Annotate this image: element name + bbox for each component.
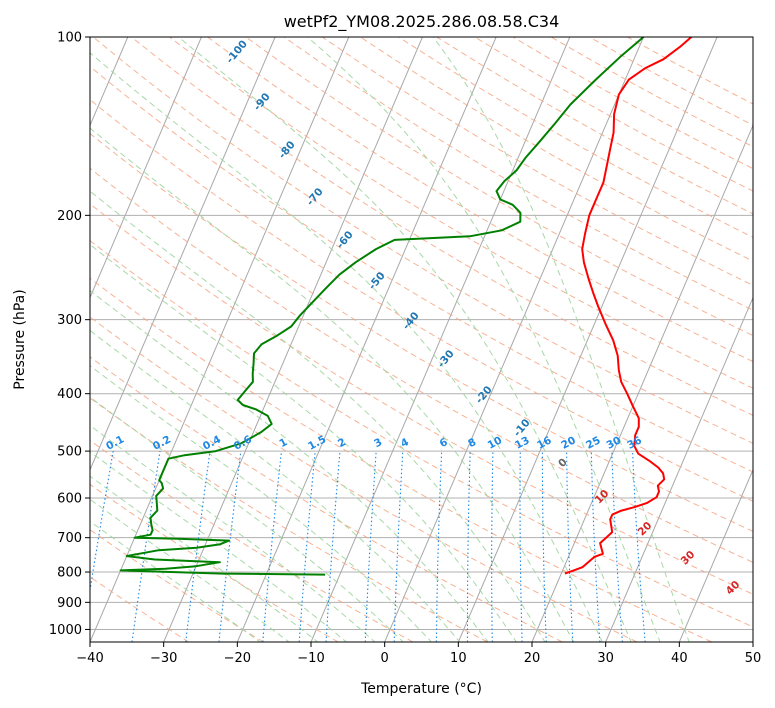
dry-adiabat-lines — [90, 37, 753, 642]
dewpoint-profile-line — [119, 37, 645, 576]
x-tick-label: −20 — [224, 651, 251, 666]
profile-lines — [119, 37, 693, 576]
moist-adiabat-line — [90, 289, 489, 642]
moist-adiabat-line — [90, 365, 433, 642]
dry-adiabat-line — [90, 529, 264, 642]
dry-adiabat-line — [131, 37, 753, 416]
y-axis-title: Pressure (hPa) — [12, 289, 28, 389]
y-tick-label: 400 — [57, 387, 82, 402]
moist-adiabat-line — [307, 37, 661, 642]
y-tick-label: 100 — [57, 31, 82, 46]
x-tick-label: 50 — [745, 651, 762, 666]
isotherm-line — [163, 37, 423, 642]
moist-adiabat-line — [432, 37, 690, 642]
y-axis-ticks: 100 200 300 400 500 600 700 800 900 1000 — [49, 31, 90, 638]
moist-adiabat-line — [90, 329, 461, 642]
plot-frame — [89, 36, 754, 643]
dry-adiabat-line — [90, 277, 712, 642]
x-tick-label: −10 — [297, 651, 324, 666]
isotherm-line — [605, 296, 753, 642]
mixing-ratio-line — [131, 451, 161, 642]
moist-adiabat-line — [90, 127, 575, 642]
dry-adiabat-line — [283, 37, 753, 311]
mixing-ratio-line — [185, 451, 211, 642]
x-tick-label: 40 — [671, 651, 688, 666]
isotherm-line — [90, 37, 276, 472]
mixing-ratio-line — [262, 451, 283, 642]
dry-adiabat-line — [90, 167, 753, 563]
x-axis-ticks: −40 −30 −20 −10 0 10 20 30 40 50 — [76, 642, 761, 666]
isotherm-line — [457, 37, 718, 642]
y-tick-label: 900 — [57, 596, 82, 611]
dry-adiabat-line — [90, 483, 339, 642]
moist-adiabat-line — [90, 243, 518, 642]
x-tick-label: 30 — [597, 651, 614, 666]
dry-adiabat-line — [90, 98, 753, 502]
mixing-ratio-line — [218, 451, 242, 642]
dry-adiabat-line — [90, 240, 753, 628]
mixing-ratio-line — [298, 451, 316, 642]
mixing-ratio-lines — [90, 451, 646, 642]
isotherm-line — [384, 37, 644, 642]
isotherm-line — [531, 124, 753, 642]
y-tick-label: 800 — [57, 566, 82, 581]
y-tick-label: 1000 — [49, 623, 82, 638]
x-tick-label: 10 — [450, 651, 467, 666]
dry-adiabat-line — [90, 132, 753, 532]
moist-adiabat-line — [178, 37, 632, 642]
dry-adiabat-line — [90, 203, 753, 595]
y-tick-label: 600 — [57, 492, 82, 507]
y-tick-label: 200 — [57, 209, 82, 224]
y-tick-label: 300 — [57, 313, 82, 328]
isotherm-line — [90, 37, 202, 299]
x-tick-label: 0 — [381, 651, 389, 666]
moist-adiabat-line — [90, 52, 603, 642]
isotherm-line — [678, 468, 753, 642]
dry-adiabat-line — [245, 37, 753, 337]
x-tick-label: −40 — [76, 651, 103, 666]
y-tick-label: 700 — [57, 531, 82, 546]
x-tick-label: 20 — [524, 651, 541, 666]
plot-area: 0.1 0.2 0.4 0.6 1 1.5 2 3 4 6 8 10 13 16 20 25 30 36-100-… — [90, 37, 753, 642]
dry-adiabat-line — [92, 37, 753, 444]
dry-adiabat-line — [169, 37, 753, 389]
dry-adiabat-line — [90, 356, 563, 642]
x-tick-label: −30 — [150, 651, 177, 666]
chart-title: wetPf2_YM08.2025.286.08.58.C34 — [284, 12, 560, 32]
isotherm-line — [90, 37, 350, 642]
y-tick-label: 500 — [57, 445, 82, 460]
temperature-profile-line — [564, 37, 693, 575]
moist-adiabat-line — [90, 498, 290, 642]
isotherm-line — [236, 37, 497, 642]
x-axis-title: Temperature (°C) — [360, 681, 482, 697]
